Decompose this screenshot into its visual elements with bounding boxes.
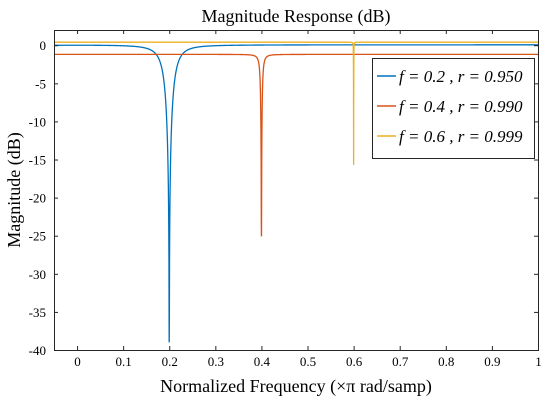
y-axis-label: Magnitude (dB) bbox=[4, 132, 25, 247]
legend-entry-2: f = 0.4 , r = 0.990 bbox=[399, 97, 523, 116]
ticks-layer: 0 0.1 0.2 0.3 0.4 0.5 0.6 0.7 0.8 0.9 1 0 -5 -10 -15 -2… bbox=[29, 30, 542, 369]
y-tick-label: -5 bbox=[35, 76, 46, 91]
x-tick-label: 1 bbox=[535, 354, 542, 369]
x-tick-label: 0.2 bbox=[162, 354, 178, 369]
series-line-2 bbox=[54, 53, 538, 237]
legend-box bbox=[372, 58, 535, 159]
x-axis-label: Normalized Frequency (×π rad/samp) bbox=[160, 376, 432, 397]
y-tick-label: -35 bbox=[29, 305, 46, 320]
legend: f = 0.2 , r = 0.950 f = 0.4 , r = 0.990 f … bbox=[372, 58, 535, 159]
series-line-3 bbox=[54, 41, 538, 165]
x-tick-label: 0.6 bbox=[346, 354, 363, 369]
x-tick-label: 0.7 bbox=[392, 354, 409, 369]
x-tick-label: 0 bbox=[74, 354, 81, 369]
x-tick-label: 0.5 bbox=[300, 354, 316, 369]
x-tick-label: 0.4 bbox=[254, 354, 271, 369]
y-tick-label: -40 bbox=[29, 343, 46, 358]
legend-entry-3: f = 0.6 , r = 0.999 bbox=[399, 127, 523, 146]
plot-frame bbox=[54, 30, 539, 351]
x-tick-label: 0.1 bbox=[116, 354, 132, 369]
x-tick-label: 0.8 bbox=[438, 354, 454, 369]
y-tick-label: -30 bbox=[29, 267, 46, 282]
legend-entry-1: f = 0.2 , r = 0.950 bbox=[399, 67, 523, 86]
y-tick-label: -15 bbox=[29, 153, 46, 168]
chart-title: Magnitude Response (dB) bbox=[202, 6, 391, 27]
x-tick-label: 0.3 bbox=[208, 354, 224, 369]
series-layer bbox=[54, 41, 538, 343]
y-tick-label: -20 bbox=[29, 191, 46, 206]
series-line-1 bbox=[54, 44, 538, 343]
y-tick-label: -25 bbox=[29, 229, 46, 244]
x-tick-label: 0.9 bbox=[484, 354, 500, 369]
y-tick-label: -10 bbox=[29, 114, 46, 129]
y-tick-label: 0 bbox=[40, 38, 47, 53]
